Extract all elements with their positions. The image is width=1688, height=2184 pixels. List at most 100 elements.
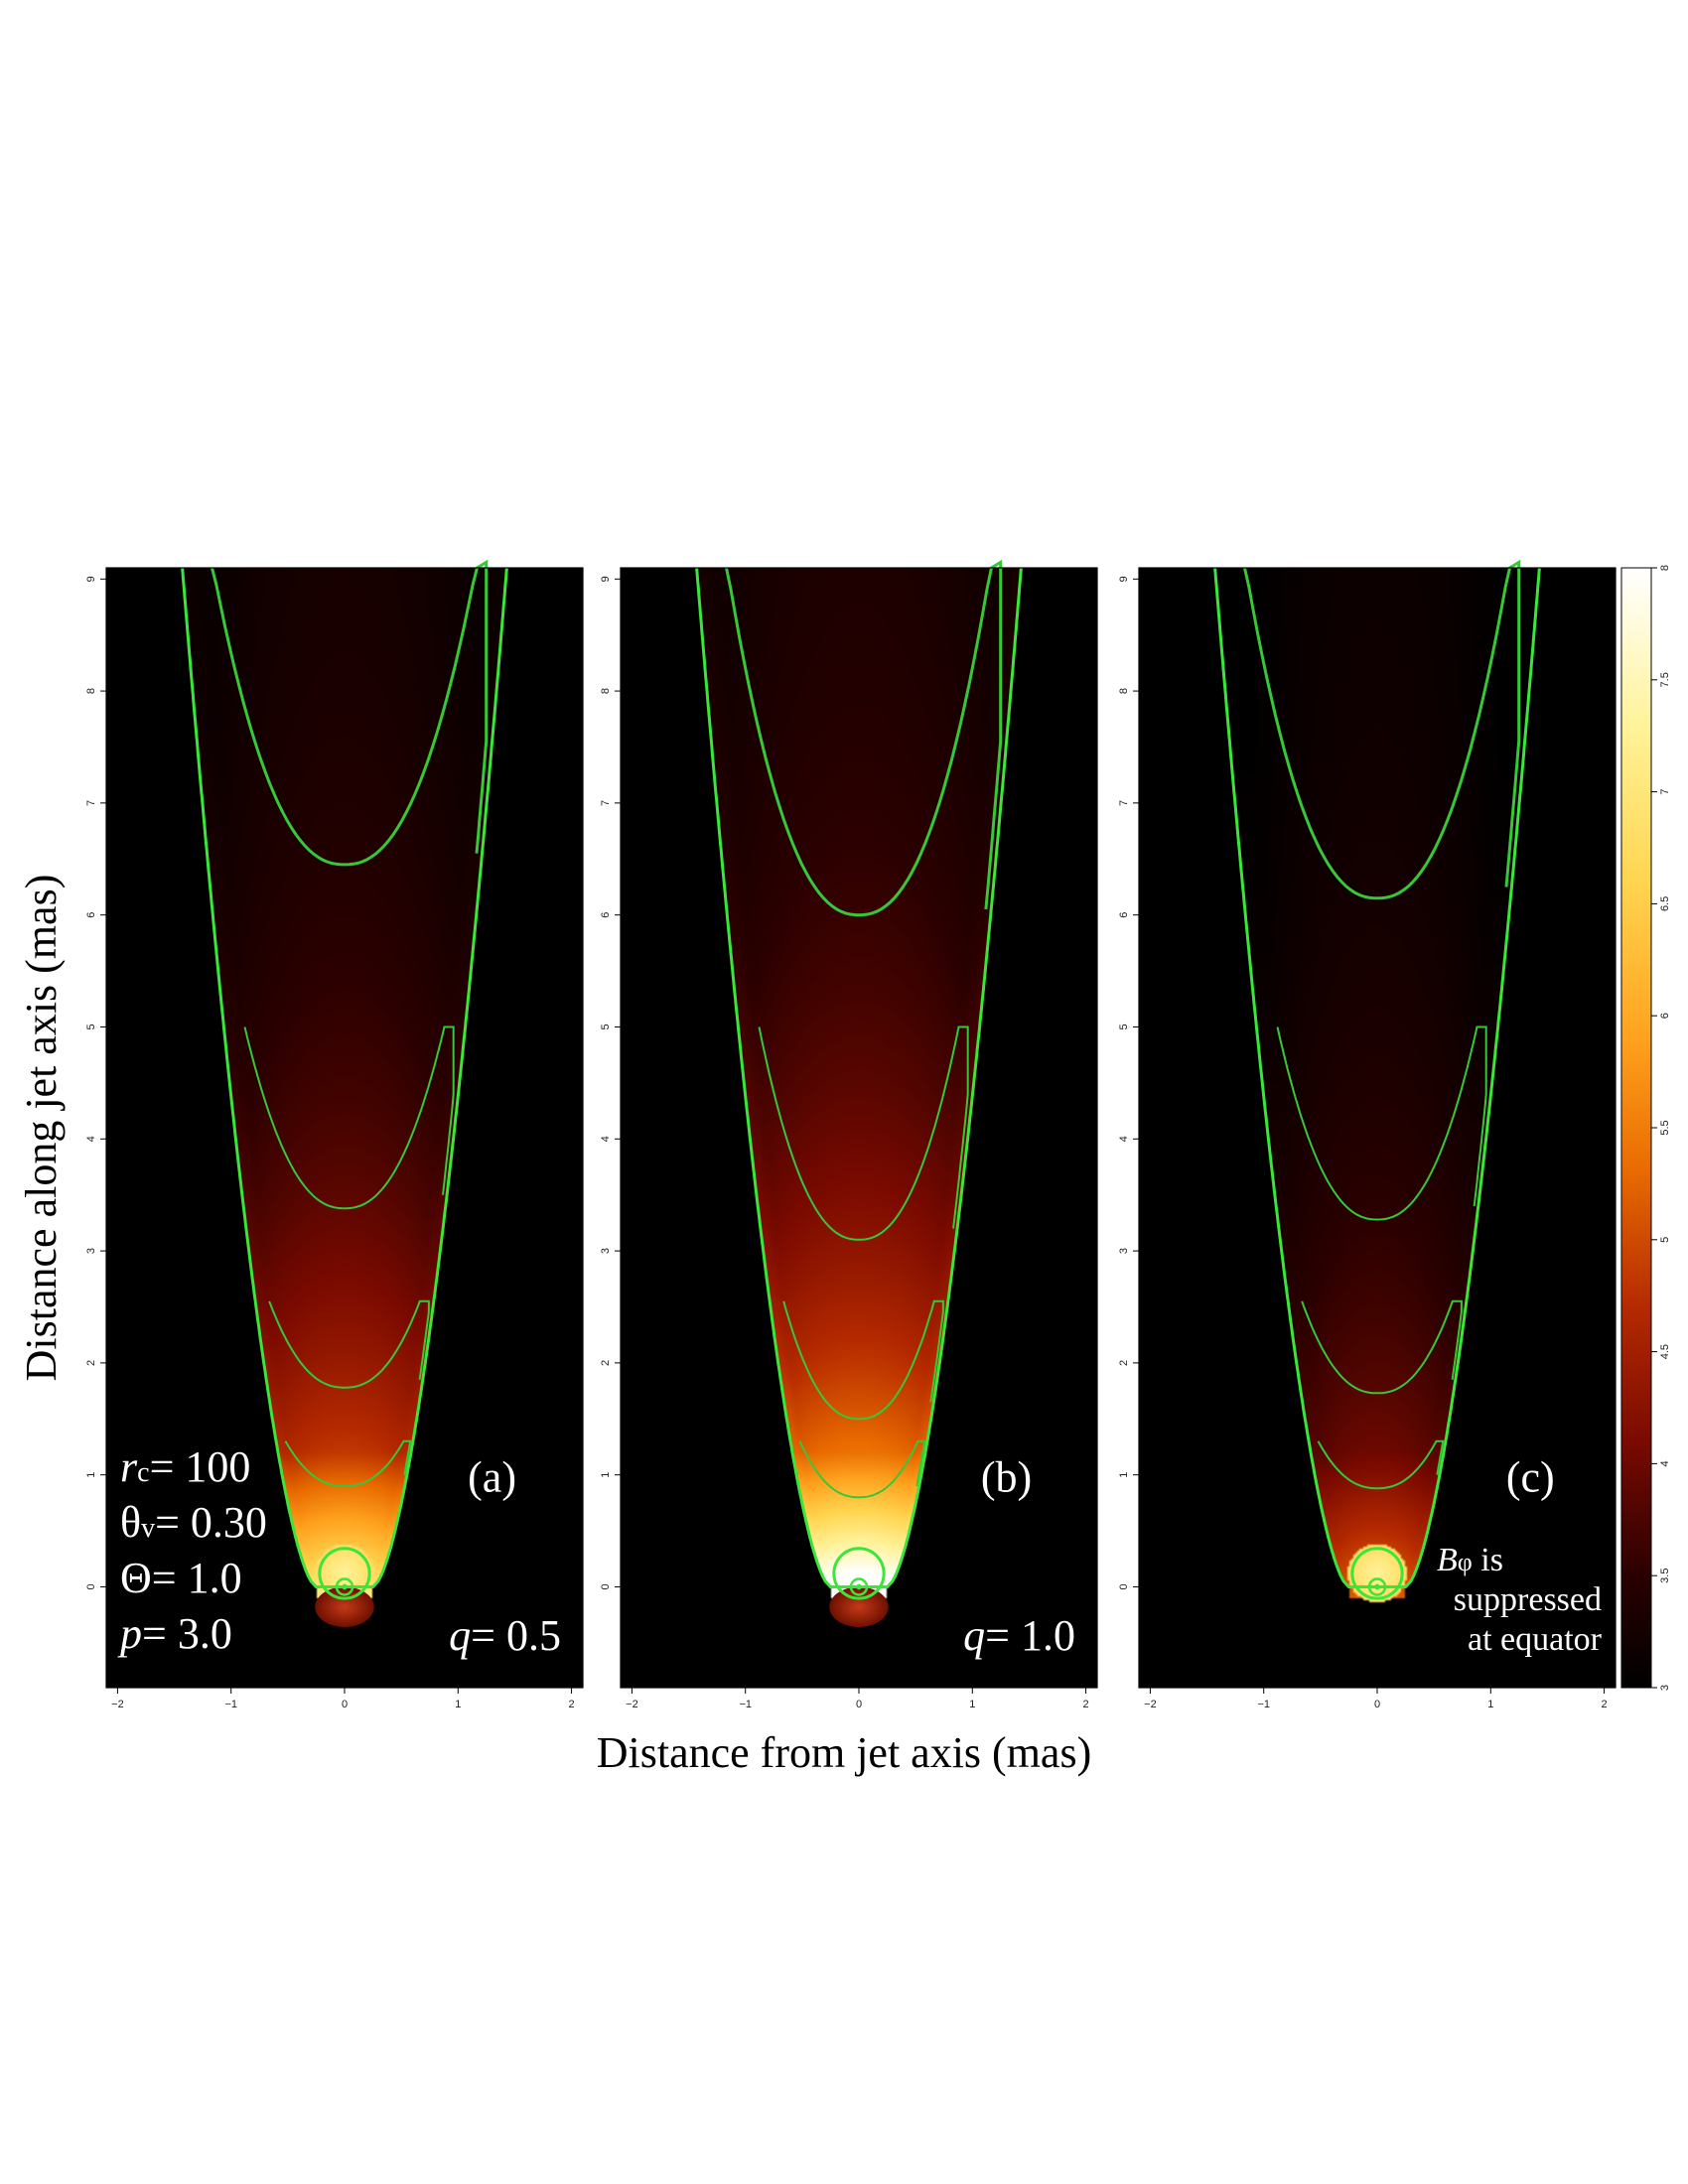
y-tick-label: 8 — [1118, 688, 1130, 694]
x-tick-label: −1 — [224, 1699, 237, 1710]
y-tick-label: 2 — [1118, 1360, 1130, 1366]
equator-note: Bφ is — [1437, 1542, 1503, 1578]
y-tick-label: 4 — [600, 1136, 612, 1142]
intensity-contour — [1276, 1025, 1487, 1221]
y-tick-label: 6 — [600, 912, 612, 918]
x-tick-label: −2 — [1144, 1699, 1157, 1710]
y-tick-label: 5 — [600, 1024, 612, 1029]
equator-note: suppressed — [1454, 1581, 1602, 1618]
y-tick-label: 1 — [85, 1472, 97, 1478]
intensity-contour — [1243, 559, 1521, 900]
panel-b: −2 −1 0 1 2 0 1 2 3 4 5 6 7 8 9 (b) q= 1.0 — [600, 559, 1098, 1710]
y-tick-label: 1 — [1118, 1472, 1130, 1478]
y-tick-label: 6 — [1118, 912, 1130, 918]
model-parameter: p= 3.0 — [117, 1609, 232, 1658]
y-tick-label: 3 — [1118, 1248, 1130, 1254]
core-contour — [832, 1547, 886, 1600]
y-tick-label: 8 — [85, 688, 97, 694]
intensity-contour — [782, 1299, 944, 1421]
intensity-contour — [1317, 1439, 1445, 1490]
x-tick-label: 2 — [1602, 1699, 1608, 1710]
core-contour — [318, 1547, 371, 1600]
colorbar-tick-label: 3 — [1659, 1685, 1671, 1691]
core-peak — [856, 1583, 862, 1590]
q-annotation: q= 1.0 — [963, 1611, 1075, 1660]
y-tick-label: 5 — [1118, 1024, 1130, 1029]
y-tick-label: 4 — [85, 1136, 97, 1142]
intensity-contour — [268, 1299, 430, 1389]
x-tick-label: −1 — [1257, 1699, 1270, 1710]
y-tick-label: 9 — [1118, 576, 1130, 582]
y-tick-label: 3 — [85, 1248, 97, 1254]
core-peak — [342, 1583, 348, 1590]
y-tick-label: 6 — [85, 912, 97, 918]
colorbar-tick-label: 6.5 — [1659, 896, 1671, 911]
colorbar-tick-label: 7 — [1659, 789, 1671, 795]
panel-label: (c) — [1506, 1453, 1555, 1502]
model-parameter: rc= 100 — [120, 1442, 250, 1491]
x-tick-label: −2 — [626, 1699, 638, 1710]
intensity-contour — [243, 1025, 455, 1210]
colorbar-tick-label: 6 — [1659, 1013, 1671, 1019]
colorbar-tick-label: 7.5 — [1659, 672, 1671, 687]
panel-label: (b) — [981, 1453, 1032, 1502]
intensity-contour — [758, 1025, 969, 1241]
y-tick-label: 2 — [85, 1360, 97, 1366]
y-tick-label: 7 — [600, 800, 612, 806]
y-tick-label: 7 — [1118, 800, 1130, 806]
x-tick-label: 1 — [455, 1699, 461, 1710]
colorbar-tick-label: 5 — [1659, 1237, 1671, 1243]
x-tick-label: −2 — [111, 1699, 124, 1710]
emission-map — [1139, 568, 1616, 1688]
emission-map — [106, 568, 583, 1688]
panel-a: −2 −1 0 1 2 0 1 2 3 4 5 6 7 8 9 (a) q= 0.5 rc= 100 θv= 0.3… — [85, 559, 584, 1710]
model-parameter: θv= 0.30 — [120, 1498, 267, 1547]
q-annotation: q= 0.5 — [449, 1611, 561, 1660]
colorbar-tick-label: 3.5 — [1659, 1569, 1671, 1583]
y-tick-label: 5 — [85, 1024, 97, 1029]
counter-jet-blob — [315, 1586, 374, 1628]
core-inner-contour — [1367, 1577, 1387, 1596]
x-tick-label: 0 — [1374, 1699, 1380, 1710]
x-tick-label: 2 — [569, 1699, 575, 1710]
colorbar-tick-label: 4.5 — [1659, 1344, 1671, 1359]
y-tick-label: 1 — [600, 1472, 612, 1478]
y-tick-label: 8 — [600, 688, 612, 694]
core-contour — [1350, 1547, 1404, 1600]
y-tick-label: 9 — [85, 576, 97, 582]
colorbar: 3 3.5 4 4.5 5 5.5 6 6.5 7 7.5 8 — [1620, 565, 1671, 1691]
y-tick-label: 7 — [85, 800, 97, 806]
intensity-contour — [1301, 1299, 1463, 1395]
core-inner-contour — [849, 1577, 869, 1596]
y-axis-title: Distance along jet axis (mas) — [17, 875, 66, 1382]
core-peak — [1374, 1583, 1380, 1590]
y-tick-label: 2 — [600, 1360, 612, 1366]
y-tick-label: 4 — [1118, 1136, 1130, 1142]
model-parameter: Θ= 1.0 — [120, 1554, 242, 1602]
x-tick-label: 1 — [969, 1699, 975, 1710]
x-tick-label: −1 — [739, 1699, 752, 1710]
panel-label: (a) — [468, 1453, 516, 1502]
core-inner-contour — [335, 1577, 354, 1596]
intensity-contour — [725, 559, 1003, 917]
intensity-contour — [211, 559, 489, 867]
emission-map — [621, 568, 1097, 1688]
x-tick-label: 2 — [1083, 1699, 1089, 1710]
x-tick-label: 0 — [856, 1699, 862, 1710]
intensity-contour — [798, 1439, 926, 1499]
intensity-contour — [284, 1439, 412, 1488]
x-tick-label: 1 — [1487, 1699, 1493, 1710]
x-axis-title: Distance from jet axis (mas) — [597, 1728, 1092, 1777]
y-tick-label: 9 — [600, 576, 612, 582]
y-tick-label: 0 — [1118, 1583, 1130, 1589]
colorbar-tick-label: 5.5 — [1659, 1120, 1671, 1135]
y-tick-label: 0 — [85, 1583, 97, 1589]
colorbar-tick-label: 4 — [1659, 1460, 1671, 1466]
equator-note: at equator — [1468, 1621, 1603, 1658]
y-tick-label: 0 — [600, 1583, 612, 1589]
counter-jet-blob — [829, 1586, 889, 1628]
x-tick-label: 0 — [342, 1699, 348, 1710]
colorbar-gradient — [1620, 567, 1652, 1689]
